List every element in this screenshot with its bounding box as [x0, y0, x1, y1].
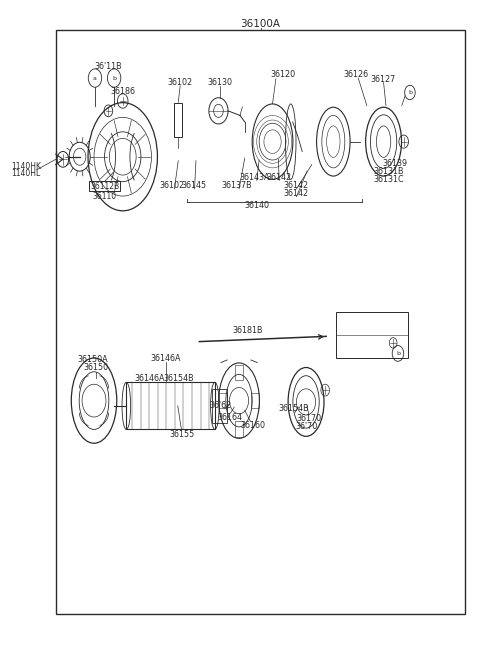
Bar — [336, 312, 408, 358]
Text: 36150A: 36150A — [77, 355, 108, 365]
Text: b: b — [408, 90, 412, 95]
Text: 36155: 36155 — [169, 430, 194, 440]
Bar — [56, 30, 465, 614]
Text: 36181B: 36181B — [232, 326, 263, 335]
Text: 36'11B: 36'11B — [95, 62, 122, 71]
Text: 36142: 36142 — [267, 173, 292, 181]
Bar — [219, 393, 227, 409]
Text: 36164: 36164 — [217, 413, 242, 422]
Bar — [235, 421, 243, 437]
Text: 36186: 36186 — [110, 87, 135, 96]
Text: 36146A: 36146A — [135, 374, 165, 383]
Bar — [235, 365, 243, 380]
Bar — [174, 103, 182, 137]
Text: 1140HK: 1140HK — [11, 162, 41, 171]
Bar — [251, 393, 259, 409]
Text: 36145: 36145 — [181, 181, 206, 190]
Bar — [89, 181, 120, 191]
Bar — [213, 389, 227, 423]
Text: 36120: 36120 — [271, 70, 296, 79]
Text: 36137B: 36137B — [222, 181, 252, 190]
Text: 1140HL: 1140HL — [11, 170, 40, 178]
Text: 36143A: 36143A — [239, 173, 270, 181]
Text: 36142: 36142 — [284, 181, 309, 190]
Text: 36160: 36160 — [240, 421, 265, 430]
Text: 36102: 36102 — [159, 181, 185, 190]
Text: 36110: 36110 — [93, 193, 117, 201]
Text: 36150: 36150 — [84, 363, 109, 373]
Text: b: b — [112, 76, 116, 81]
Text: 36102: 36102 — [168, 78, 193, 87]
Text: 36131B: 36131B — [373, 167, 404, 175]
Text: b: b — [396, 351, 400, 356]
Text: 36131C: 36131C — [373, 175, 404, 183]
Text: 36139: 36139 — [382, 159, 407, 168]
Text: 36'70: 36'70 — [296, 422, 318, 432]
Text: 36112B: 36112B — [90, 182, 120, 191]
Text: 36100A: 36100A — [240, 18, 281, 29]
Text: 36'62: 36'62 — [210, 401, 232, 410]
Text: 36130: 36130 — [207, 78, 232, 87]
Bar — [126, 382, 215, 430]
Text: 36146A: 36146A — [151, 353, 181, 363]
Text: 36142: 36142 — [284, 189, 309, 198]
Text: 36140: 36140 — [244, 201, 269, 210]
Text: 36170: 36170 — [296, 415, 322, 424]
Text: 36127: 36127 — [370, 75, 395, 84]
Text: 36154B: 36154B — [163, 374, 194, 383]
Text: 36126: 36126 — [343, 70, 368, 79]
Text: a: a — [93, 76, 97, 81]
Text: 36154B: 36154B — [279, 404, 310, 413]
